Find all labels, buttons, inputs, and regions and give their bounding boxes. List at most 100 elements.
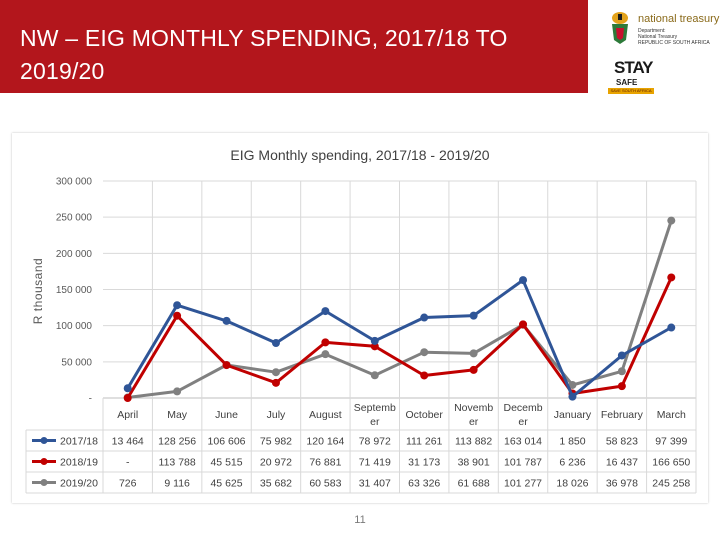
national-treasury-logo: national treasury Department: National T… bbox=[606, 10, 719, 50]
data-point bbox=[617, 367, 626, 376]
y-tick-label: 300 000 bbox=[56, 177, 93, 188]
y-tick-label: 50 000 bbox=[61, 357, 92, 368]
table-value-cell: 76 881 bbox=[309, 457, 341, 469]
table-value-cell: 38 901 bbox=[458, 457, 490, 469]
data-point bbox=[173, 387, 182, 396]
x-category-label: Decemb bbox=[503, 402, 542, 414]
data-point bbox=[222, 316, 231, 325]
table-value-cell: 6 236 bbox=[559, 457, 585, 469]
table-value-cell: 726 bbox=[119, 478, 137, 490]
page-number: 11 bbox=[354, 514, 366, 526]
x-category-label: January bbox=[554, 409, 592, 421]
data-point bbox=[667, 273, 676, 282]
table-value-cell: 245 258 bbox=[652, 478, 690, 490]
series-line bbox=[126, 276, 673, 400]
data-point bbox=[123, 384, 132, 393]
national-treasury-line1: Department: bbox=[638, 28, 666, 34]
table-value-cell: 113 788 bbox=[159, 457, 196, 469]
line-chart: EIG Monthly spending, 2017/18 - 2019/20 R… bbox=[25, 147, 697, 494]
y-tick-label: 150 000 bbox=[56, 285, 93, 296]
x-category-label: er bbox=[518, 416, 528, 428]
table-value-cell: 20 972 bbox=[260, 457, 292, 469]
x-category-label: March bbox=[657, 409, 686, 421]
table-value-cell: - bbox=[126, 457, 130, 469]
data-point bbox=[420, 313, 429, 322]
table-value-cell: 16 437 bbox=[606, 457, 638, 469]
table-value-cell: 45 515 bbox=[210, 457, 242, 469]
national-treasury-name: national treasury bbox=[638, 13, 720, 25]
legend-key-marker bbox=[40, 479, 48, 486]
table-value-cell: 128 256 bbox=[158, 436, 196, 448]
coat-of-arms-icon bbox=[612, 12, 628, 44]
national-treasury-line2: National Treasury bbox=[638, 34, 678, 40]
table-value-cell: 101 277 bbox=[504, 478, 542, 490]
x-category-label: June bbox=[215, 409, 238, 421]
x-category-label: er bbox=[370, 416, 380, 428]
data-point bbox=[222, 361, 231, 370]
data-point bbox=[271, 339, 280, 348]
data-point bbox=[519, 320, 528, 329]
legend-series-name: 2017/18 bbox=[60, 436, 98, 448]
table-value-cell: 35 682 bbox=[260, 478, 292, 490]
series-line bbox=[126, 278, 673, 399]
table-value-cell: 36 978 bbox=[606, 478, 638, 490]
data-point bbox=[617, 382, 626, 391]
x-category-label: April bbox=[117, 409, 138, 421]
x-category-label: October bbox=[406, 409, 444, 421]
table-value-cell: 111 261 bbox=[406, 436, 443, 448]
legend-key-marker bbox=[40, 458, 48, 465]
legend-key-marker bbox=[40, 437, 48, 444]
title-bar: NW – EIG MONTHLY SPENDING, 2017/18 TO 20… bbox=[0, 0, 588, 93]
data-point bbox=[173, 301, 182, 310]
data-point bbox=[420, 371, 429, 380]
table-value-cell: 106 606 bbox=[208, 436, 246, 448]
data-point bbox=[519, 276, 528, 285]
y-tick-label: - bbox=[89, 394, 92, 405]
data-point bbox=[321, 338, 330, 347]
stay-safe-tagline: SAVE SOUTH AFRICA bbox=[608, 88, 654, 94]
table-value-cell: 9 116 bbox=[164, 478, 190, 490]
stay-safe-logo: STAY SAFE SAVE SOUTH AFRICA bbox=[608, 58, 656, 98]
national-treasury-line3: REPUBLIC OF SOUTH AFRICA bbox=[638, 40, 710, 46]
table-value-cell: 31 173 bbox=[408, 457, 440, 469]
data-point bbox=[271, 378, 280, 387]
data-point bbox=[469, 349, 478, 358]
legend-series-name: 2019/20 bbox=[60, 478, 98, 490]
table-value-cell: 163 014 bbox=[504, 436, 542, 448]
x-category-label: August bbox=[309, 409, 342, 421]
y-tick-label: 200 000 bbox=[56, 249, 93, 260]
table-value-cell: 63 326 bbox=[408, 478, 440, 490]
data-point bbox=[271, 368, 280, 377]
x-category-label: May bbox=[167, 409, 188, 421]
table-value-cell: 31 407 bbox=[359, 478, 391, 490]
table-value-cell: 101 787 bbox=[504, 457, 542, 469]
chart-frame: EIG Monthly spending, 2017/18 - 2019/20 R… bbox=[12, 133, 708, 503]
table-value-cell: 61 688 bbox=[458, 478, 490, 490]
stay-safe-sub-text: SAFE bbox=[616, 78, 638, 87]
data-point bbox=[370, 371, 379, 380]
data-point bbox=[321, 307, 330, 316]
table-value-cell: 113 882 bbox=[455, 436, 492, 448]
x-category-label: February bbox=[601, 409, 644, 421]
data-point bbox=[321, 350, 330, 359]
data-point bbox=[568, 392, 577, 401]
series-line bbox=[126, 219, 673, 399]
data-point bbox=[173, 311, 182, 320]
table-value-cell: 58 823 bbox=[606, 436, 638, 448]
table-value-cell: 18 026 bbox=[556, 478, 588, 490]
data-point bbox=[420, 348, 429, 357]
stay-safe-main-text: STAY bbox=[614, 58, 654, 77]
chart-title: EIG Monthly spending, 2017/18 - 2019/20 bbox=[230, 147, 489, 163]
x-category-label: Novemb bbox=[454, 402, 493, 414]
x-category-label: Septemb bbox=[354, 402, 396, 414]
data-point bbox=[370, 336, 379, 345]
data-point bbox=[667, 323, 676, 332]
y-tick-label: 250 000 bbox=[56, 213, 93, 224]
table-value-cell: 71 419 bbox=[359, 457, 391, 469]
x-category-label: er bbox=[469, 416, 479, 428]
table-value-cell: 60 583 bbox=[309, 478, 341, 490]
table-value-cell: 13 464 bbox=[112, 436, 144, 448]
y-tick-label: 100 000 bbox=[56, 321, 93, 332]
table-value-cell: 1 850 bbox=[559, 436, 585, 448]
x-category-label: July bbox=[267, 409, 286, 421]
